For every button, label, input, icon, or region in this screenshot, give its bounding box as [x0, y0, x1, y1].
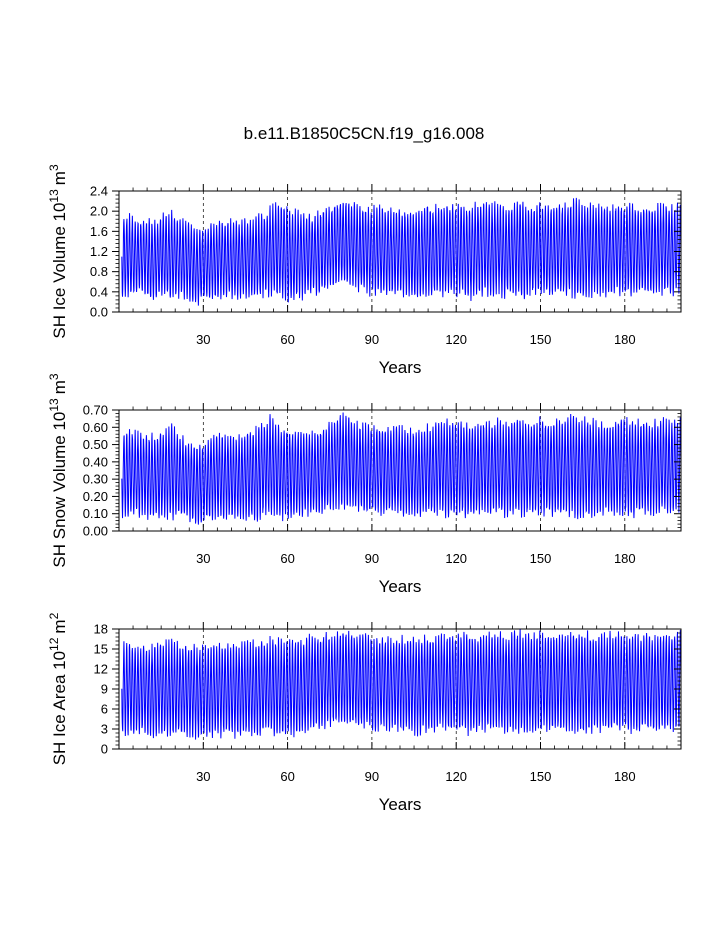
- y-tick-label: 0.60: [83, 420, 108, 435]
- panels: 30 60 90 120 150 1800.00.40.81.21.62.02.4Year…: [47, 164, 682, 814]
- y-axis-title-superscript: 3: [47, 164, 61, 171]
- series-line: [121, 197, 681, 306]
- x-tick-label: 150: [530, 769, 552, 784]
- x-tick-label: 180: [614, 332, 636, 347]
- y-tick-label: 18: [94, 622, 108, 637]
- y-tick-label: 0: [101, 742, 108, 757]
- y-tick-label: 1.2: [90, 244, 108, 259]
- y-tick-label: 0.50: [83, 437, 108, 452]
- x-tick-label: 30: [196, 551, 210, 566]
- y-tick-label: 0.0: [90, 305, 108, 320]
- y-axis-title-superscript: 12: [47, 637, 61, 651]
- y-axis-title-part: SH Ice Area 10: [50, 651, 69, 765]
- x-axis-title: Years: [379, 577, 422, 596]
- x-tick-label: 150: [530, 551, 552, 566]
- y-tick-label: 3: [101, 722, 108, 737]
- x-tick-label: 90: [365, 769, 379, 784]
- y-tick-label: 0.20: [83, 489, 108, 504]
- y-axis-title-part: m: [50, 380, 69, 394]
- y-tick-label: 2.0: [90, 204, 108, 219]
- y-axis-title-superscript: 13: [47, 398, 61, 412]
- series-line: [121, 412, 681, 525]
- y-tick-label: 0.4: [90, 284, 108, 299]
- figure-title: b.e11.B1850C5CN.f19_g16.008: [244, 124, 485, 143]
- y-axis-title: SH Ice Volume 1013 m3: [47, 164, 69, 339]
- series-line: [121, 629, 681, 740]
- y-tick-label: 6: [101, 702, 108, 717]
- y-axis-title-part: m: [50, 171, 69, 185]
- x-tick-label: 120: [445, 332, 467, 347]
- x-tick-label: 180: [614, 551, 636, 566]
- chart-panel-2: 30 60 90 120 150 180 0.00 0.10 0.20 0.30 0.40 0.50 0…: [47, 373, 682, 596]
- x-tick-label: 60: [280, 769, 294, 784]
- y-axis-title-part: SH Snow Volume 10: [50, 412, 69, 568]
- y-axis-title-superscript: 2: [47, 612, 61, 619]
- x-tick-label: 30: [196, 769, 210, 784]
- y-tick-label: 0.10: [83, 506, 108, 521]
- x-tick-label: 180: [614, 769, 636, 784]
- y-tick-label: 15: [94, 642, 108, 657]
- y-axis-title: SH Snow Volume 1013 m3: [47, 373, 69, 567]
- x-tick-label: 120: [445, 769, 467, 784]
- x-tick-label: 150: [530, 332, 552, 347]
- y-tick-label: 0.70: [83, 403, 108, 418]
- x-axis-title: Years: [379, 795, 422, 814]
- chart-panel-1: 30 60 90 120 150 180 0.0 0.4 0.8 1.2 1.6 2.0 2.4 Year…: [47, 164, 682, 377]
- x-tick-label: 30: [196, 332, 210, 347]
- x-axis-title: Years: [379, 358, 422, 377]
- y-axis-title-superscript: 3: [47, 373, 61, 380]
- y-tick-label: 0.8: [90, 264, 108, 279]
- y-tick-label: 0.40: [83, 454, 108, 469]
- y-tick-label: 9: [101, 682, 108, 697]
- y-tick-label: 2.4: [90, 184, 108, 199]
- y-axis-title-part: m: [50, 619, 69, 633]
- chart-panel-3: 30 60 90 120 150 180 0 3 6 9 12 15 18 Years SH Ice Are…: [47, 612, 682, 814]
- x-tick-label: 120: [445, 551, 467, 566]
- x-tick-label: 60: [280, 332, 294, 347]
- y-axis-title: SH Ice Area 1012 m2: [47, 612, 69, 765]
- x-tick-label: 60: [280, 551, 294, 566]
- x-tick-label: 90: [365, 332, 379, 347]
- y-axis-title-superscript: 13: [47, 189, 61, 203]
- y-axis-title-part: SH Ice Volume 10: [50, 203, 69, 339]
- y-tick-label: 12: [94, 662, 108, 677]
- x-tick-label: 90: [365, 551, 379, 566]
- y-tick-label: 0.30: [83, 472, 108, 487]
- y-tick-label: 0.00: [83, 524, 108, 539]
- y-tick-label: 1.6: [90, 224, 108, 239]
